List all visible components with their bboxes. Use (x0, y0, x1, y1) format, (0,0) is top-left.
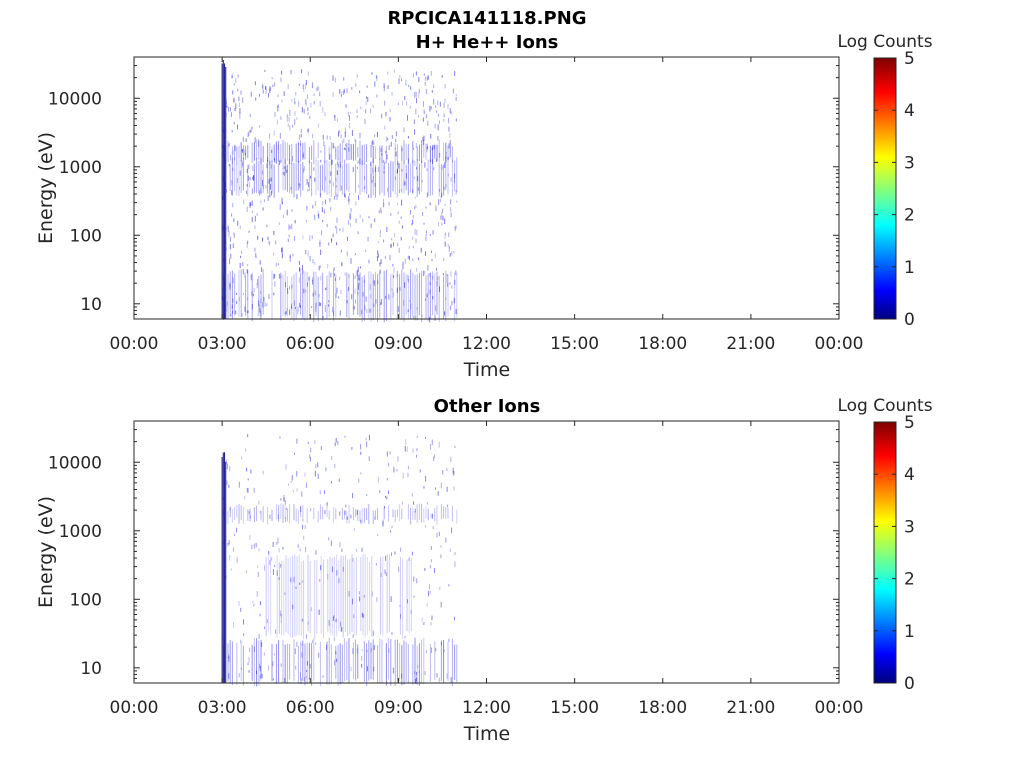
x-tick-label: 15:00 (550, 698, 599, 718)
colorbar-tick-label: 3 (904, 153, 915, 173)
x-tick-label: 00:00 (815, 698, 864, 718)
x-tick-label: 06:00 (286, 334, 335, 354)
panel-title: Other Ions (434, 396, 541, 417)
x-tick-label: 03:00 (198, 334, 247, 354)
x-axis-label: Time (463, 723, 511, 745)
x-tick-label: 18:00 (638, 698, 687, 718)
y-axis-label: Energy (eV) (35, 132, 57, 244)
colorbar-tick-label: 5 (904, 413, 915, 433)
x-tick-label: 03:00 (198, 698, 247, 718)
x-tick-label: 00:00 (110, 698, 159, 718)
colorbar-tick-label: 2 (904, 206, 915, 226)
y-axis-label: Energy (eV) (35, 496, 57, 608)
panel-title: H+ He++ Ions (416, 32, 559, 53)
x-tick-label: 15:00 (550, 334, 599, 354)
y-tick-label: 10000 (48, 453, 102, 473)
colorbar-tick-label: 1 (904, 258, 915, 278)
colorbar-gradient (873, 57, 897, 320)
colorbar-label: Log Counts (837, 32, 932, 52)
colorbar: Log Counts 0 1 2 3 4 5 (837, 32, 932, 330)
y-tick-label: 10 (80, 295, 102, 315)
x-tick-label: 00:00 (110, 334, 159, 354)
x-tick-label: 21:00 (726, 334, 775, 354)
x-tick-label: 12:00 (462, 334, 511, 354)
x-tick-label: 09:00 (374, 698, 423, 718)
y-tick-label: 100 (70, 590, 102, 610)
x-tick-label: 18:00 (638, 334, 687, 354)
colorbar-tick-label: 4 (904, 101, 915, 121)
colorbar-tick-label: 5 (904, 49, 915, 69)
x-tick-label: 06:00 (286, 698, 335, 718)
x-tick-label: 21:00 (726, 698, 775, 718)
figure-title: RPCICA141118.PNG (387, 8, 586, 29)
x-axis: 00:00 03:00 06:00 09:00 12:00 15:00 18:00 21:00… (110, 421, 864, 718)
colorbar-ticks: 0 1 2 3 4 5 (874, 49, 915, 330)
x-tick-label: 12:00 (462, 698, 511, 718)
plot-frame (133, 420, 840, 684)
y-tick-label: 10000 (48, 89, 102, 109)
spectrogram-plot-area (221, 60, 458, 323)
colorbar-gradient (873, 421, 897, 684)
y-axis: 10 100 1000 10000 (48, 420, 839, 684)
x-tick-label: 09:00 (374, 334, 423, 354)
y-tick-label: 1000 (59, 522, 102, 542)
colorbar-tick-label: 0 (904, 674, 915, 694)
colorbar-ticks: 0 1 2 3 4 5 (874, 413, 915, 694)
colorbar-tick-label: 2 (904, 570, 915, 590)
x-axis-label: Time (463, 359, 511, 381)
y-tick-label: 10 (80, 659, 102, 679)
y-axis: 10 100 1000 10000 (48, 56, 839, 320)
colorbar-label: Log Counts (837, 396, 932, 416)
x-tick-label: 00:00 (815, 334, 864, 354)
colorbar-tick-label: 1 (904, 622, 915, 642)
y-tick-label: 100 (70, 226, 102, 246)
colorbar-tick-label: 0 (904, 310, 915, 330)
y-tick-label: 1000 (59, 158, 102, 178)
colorbar-tick-label: 4 (904, 465, 915, 485)
panel-other-ions: Other Ions 00:00 03:00 06:00 09:00 12:00 15:0… (35, 396, 933, 745)
x-axis: 00:00 03:00 06:00 09:00 12:00 15:00 18:00 21:00… (110, 57, 864, 354)
panel-h-he-ions: H+ He++ Ions 00:00 03:00 06:00 09:00 12:00 15… (35, 32, 933, 381)
colorbar-tick-label: 3 (904, 517, 915, 537)
spectrogram-plot-area (221, 434, 458, 687)
colorbar: Log Counts 0 1 2 3 4 5 (837, 396, 932, 694)
